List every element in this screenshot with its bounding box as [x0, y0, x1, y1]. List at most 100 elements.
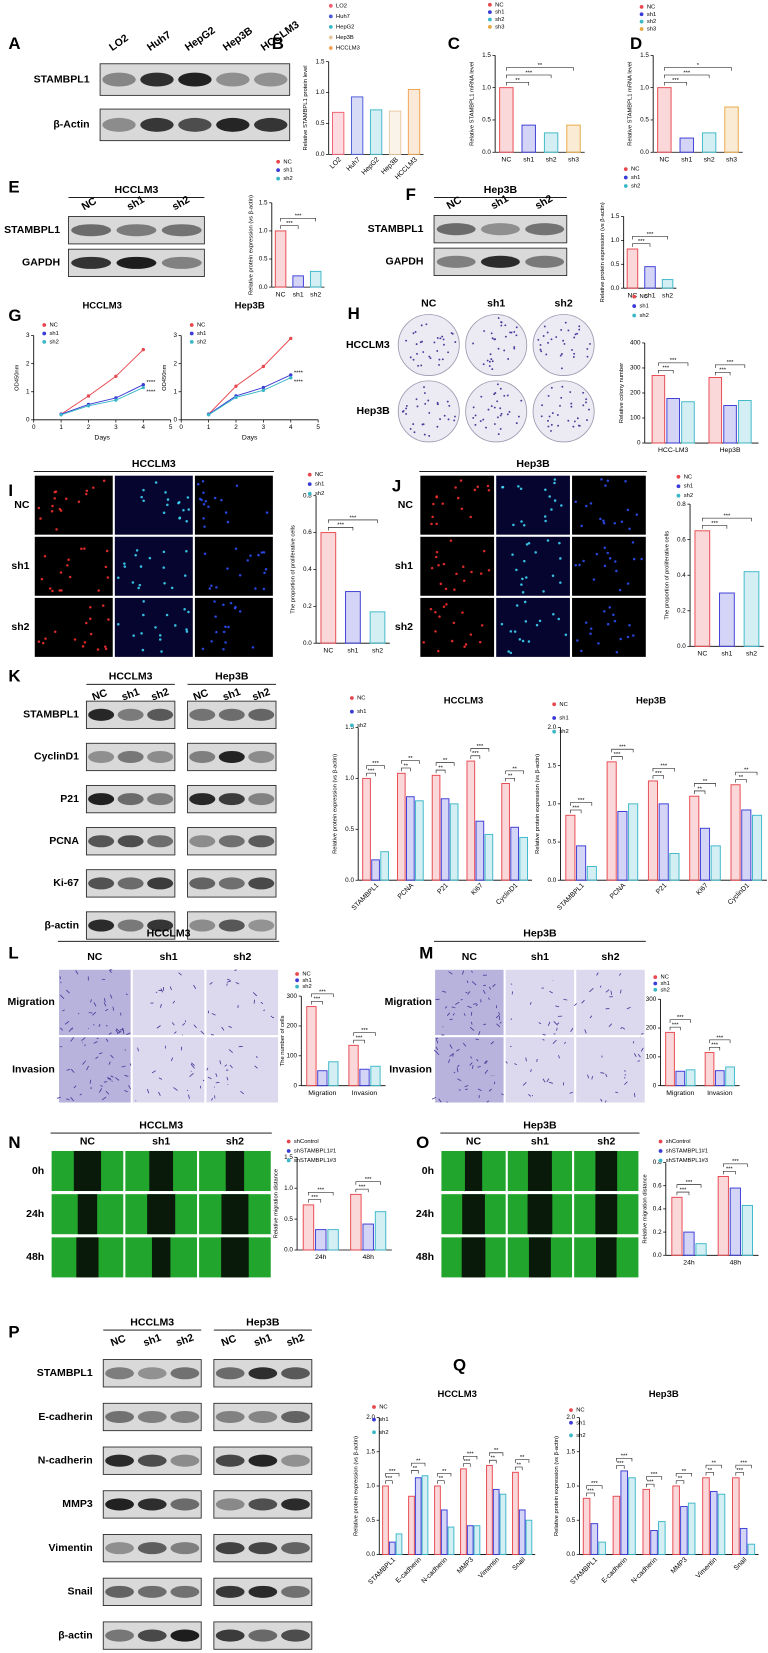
colony — [453, 419, 456, 422]
cell — [529, 1001, 532, 1005]
cell — [159, 1003, 162, 1008]
blot-band — [178, 117, 212, 132]
column-label: NC — [192, 687, 211, 704]
colony — [436, 336, 439, 339]
colony — [438, 358, 441, 361]
colony — [500, 412, 503, 415]
cell — [470, 1021, 473, 1025]
cell — [637, 1060, 640, 1062]
row-label: Hep3B — [356, 405, 390, 417]
cell — [456, 1064, 460, 1068]
cell — [204, 500, 208, 503]
legend-marker — [307, 482, 312, 487]
legend-marker — [286, 1149, 291, 1153]
colony — [513, 330, 516, 333]
x-tick-label: 3 — [262, 424, 266, 431]
row-label: Vimentin — [48, 1542, 92, 1554]
colony — [585, 401, 587, 404]
legend-label: sh1 — [576, 1420, 585, 1426]
sig-label: ** — [438, 765, 443, 771]
row-label: NC — [14, 499, 30, 511]
cell — [485, 1060, 488, 1064]
sig-bracket — [658, 369, 674, 374]
cell — [432, 502, 435, 506]
legend-marker — [676, 474, 681, 479]
cell — [177, 501, 181, 504]
blot-band — [189, 708, 216, 721]
cell — [596, 972, 599, 976]
cell — [584, 621, 588, 624]
cell — [478, 640, 482, 644]
panel-letter: K — [8, 666, 20, 685]
colony — [539, 344, 542, 346]
sig-label: *** — [337, 523, 344, 529]
cell — [140, 495, 143, 499]
cell — [98, 1052, 103, 1055]
y-axis-label: OD450nm — [162, 364, 168, 391]
cell — [525, 1057, 527, 1062]
x-tick-label: Invasion — [352, 1090, 378, 1097]
column-label: sh2 — [251, 686, 272, 704]
cell — [156, 1025, 161, 1029]
x-tick-label: Ki67 — [470, 882, 485, 897]
sig-bracket — [611, 756, 623, 760]
cell — [632, 557, 636, 561]
column-label: sh1 — [142, 1332, 163, 1350]
x-tick-label: Huh7 — [345, 156, 362, 173]
x-axis-label: Days — [94, 435, 110, 442]
chart-title: Hep3B — [649, 1389, 679, 1400]
cell — [461, 611, 464, 614]
sig-bracket — [311, 993, 334, 998]
blot-band — [71, 256, 112, 269]
y-tick-label: 0.8 — [677, 501, 686, 508]
cell — [600, 1072, 605, 1074]
y-tick-label: 0.4 — [653, 1206, 662, 1213]
column-label: sh2 — [555, 298, 573, 310]
cell — [603, 610, 606, 613]
cell — [178, 517, 181, 520]
group-title: HCCLM3 — [115, 184, 159, 196]
cell — [219, 1060, 222, 1065]
legend-marker — [487, 2, 492, 7]
cell — [203, 552, 207, 556]
blot-band — [88, 877, 115, 890]
bar — [510, 826, 519, 881]
bar — [362, 1223, 374, 1251]
bar — [395, 1533, 403, 1555]
bar — [369, 611, 386, 644]
colony — [537, 338, 540, 341]
cell — [89, 1079, 92, 1084]
panel-letter: J — [392, 477, 401, 496]
cell — [202, 491, 205, 495]
sig-bracket — [632, 243, 651, 247]
blot-band — [248, 750, 275, 763]
cell — [455, 572, 458, 576]
bar — [751, 814, 763, 881]
sig-bracket — [308, 1199, 322, 1203]
blot-band — [248, 793, 275, 806]
cell — [600, 985, 602, 988]
sig-label: *** — [621, 1454, 628, 1460]
legend-marker — [639, 27, 644, 31]
y-tick-label: 1.0 — [316, 89, 325, 96]
x-tick-label: PCNA — [609, 882, 628, 901]
cell — [439, 582, 443, 586]
colony — [515, 334, 518, 337]
cell — [614, 560, 617, 563]
blot-band — [105, 1542, 134, 1555]
colony — [563, 342, 566, 345]
legend-label: sh1 — [357, 709, 366, 715]
cell — [117, 1030, 122, 1035]
cell — [527, 542, 531, 545]
cell — [624, 480, 627, 483]
group-title: HCCLM3 — [132, 458, 176, 470]
sig-label: *** — [587, 1488, 594, 1494]
cell — [262, 587, 266, 591]
point — [289, 373, 293, 377]
blot-band — [254, 72, 288, 87]
colony — [423, 386, 425, 389]
colony — [441, 335, 444, 338]
y-tick-label: 0.5 — [640, 117, 649, 124]
colony — [515, 422, 518, 425]
